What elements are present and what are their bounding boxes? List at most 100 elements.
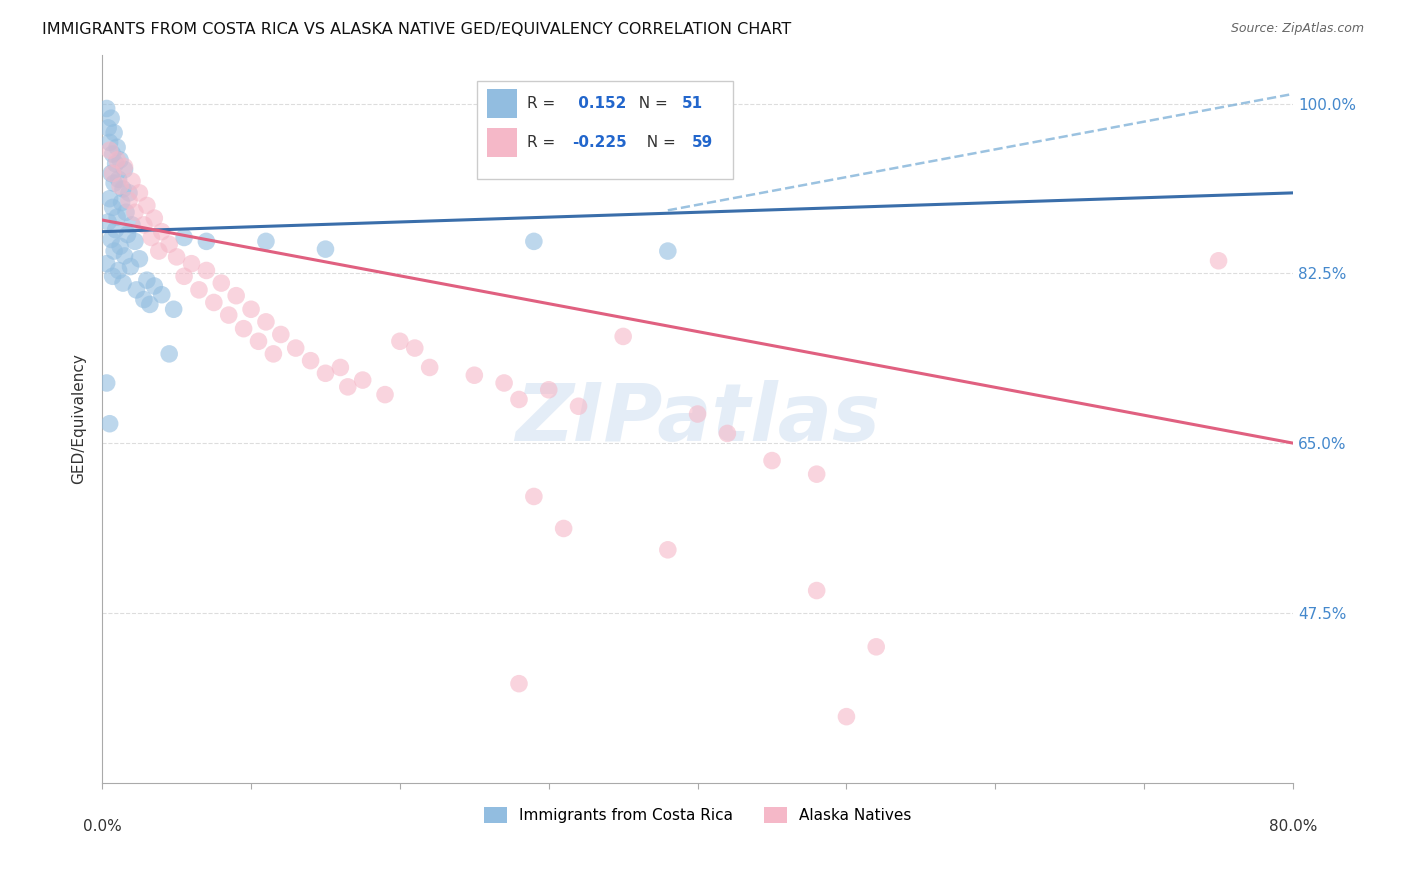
Point xyxy=(865,640,887,654)
Point xyxy=(150,225,173,239)
Point xyxy=(419,360,441,375)
Point xyxy=(463,368,485,383)
Point xyxy=(100,111,122,125)
Point xyxy=(114,249,136,263)
Point xyxy=(132,218,155,232)
Point xyxy=(188,283,211,297)
Point xyxy=(352,373,374,387)
Text: 80.0%: 80.0% xyxy=(1268,820,1317,834)
Point xyxy=(124,205,146,219)
Text: N =: N = xyxy=(628,96,672,112)
Legend: Immigrants from Costa Rica, Alaska Natives: Immigrants from Costa Rica, Alaska Nativ… xyxy=(478,801,917,830)
Point xyxy=(135,273,157,287)
Point xyxy=(567,399,589,413)
Point xyxy=(96,376,118,390)
Point xyxy=(262,347,284,361)
Point xyxy=(97,120,120,135)
Bar xyxy=(486,89,516,119)
Point xyxy=(173,269,195,284)
Point xyxy=(166,250,188,264)
Point xyxy=(105,140,128,154)
Point xyxy=(148,244,170,258)
Point xyxy=(98,417,121,431)
Point xyxy=(195,263,218,277)
Point xyxy=(314,366,336,380)
Point xyxy=(121,218,143,232)
Point xyxy=(240,302,263,317)
Y-axis label: GED/Equivalency: GED/Equivalency xyxy=(72,353,86,484)
Point xyxy=(132,293,155,307)
Point xyxy=(523,490,546,504)
Point xyxy=(761,453,783,467)
Point xyxy=(612,329,634,343)
Point xyxy=(209,276,232,290)
Point xyxy=(173,230,195,244)
Point xyxy=(103,176,125,190)
Point xyxy=(135,198,157,212)
Point xyxy=(117,227,139,242)
Point xyxy=(108,239,131,253)
Point xyxy=(806,467,828,482)
Point xyxy=(508,676,530,690)
Point xyxy=(523,235,546,249)
Point xyxy=(218,308,240,322)
Point xyxy=(1208,253,1230,268)
Point xyxy=(104,223,127,237)
Point xyxy=(254,235,277,249)
Point xyxy=(98,192,121,206)
Point xyxy=(657,542,679,557)
Point xyxy=(374,387,396,401)
Point xyxy=(270,327,292,342)
Point xyxy=(157,347,180,361)
Point xyxy=(107,172,129,186)
Point xyxy=(284,341,307,355)
Point xyxy=(329,360,352,375)
Point xyxy=(96,102,118,116)
Point xyxy=(124,235,146,249)
Point xyxy=(101,269,124,284)
Point xyxy=(150,287,173,301)
Point xyxy=(553,521,575,535)
Point xyxy=(105,210,128,224)
Point xyxy=(388,334,411,349)
Point xyxy=(114,162,136,177)
Text: R =: R = xyxy=(527,135,561,150)
Point xyxy=(125,283,148,297)
Point xyxy=(96,257,118,271)
Point xyxy=(139,297,162,311)
Point xyxy=(120,260,142,274)
Text: 0.152: 0.152 xyxy=(572,96,626,112)
Text: 59: 59 xyxy=(692,135,713,150)
Point xyxy=(128,252,150,266)
Point xyxy=(112,276,135,290)
Text: 0.0%: 0.0% xyxy=(83,820,121,834)
Point xyxy=(336,380,359,394)
Bar xyxy=(486,128,516,157)
Point xyxy=(835,709,858,723)
Point xyxy=(314,242,336,256)
Point xyxy=(101,166,124,180)
Text: Source: ZipAtlas.com: Source: ZipAtlas.com xyxy=(1230,22,1364,36)
FancyBboxPatch shape xyxy=(477,80,734,178)
Point xyxy=(115,205,138,219)
Point xyxy=(118,194,141,208)
Point xyxy=(118,186,141,200)
Point xyxy=(143,211,166,225)
Point xyxy=(232,321,254,335)
Point xyxy=(202,295,225,310)
Point xyxy=(108,153,131,167)
Point xyxy=(299,353,322,368)
Point xyxy=(114,160,136,174)
Point xyxy=(103,126,125,140)
Point xyxy=(657,244,679,258)
Point xyxy=(686,407,709,421)
Point xyxy=(104,157,127,171)
Point xyxy=(110,195,132,210)
Point xyxy=(180,257,202,271)
Point xyxy=(195,235,218,249)
Point xyxy=(121,174,143,188)
Text: IMMIGRANTS FROM COSTA RICA VS ALASKA NATIVE GED/EQUIVALENCY CORRELATION CHART: IMMIGRANTS FROM COSTA RICA VS ALASKA NAT… xyxy=(42,22,792,37)
Point xyxy=(108,179,131,194)
Point xyxy=(103,244,125,258)
Point xyxy=(247,334,270,349)
